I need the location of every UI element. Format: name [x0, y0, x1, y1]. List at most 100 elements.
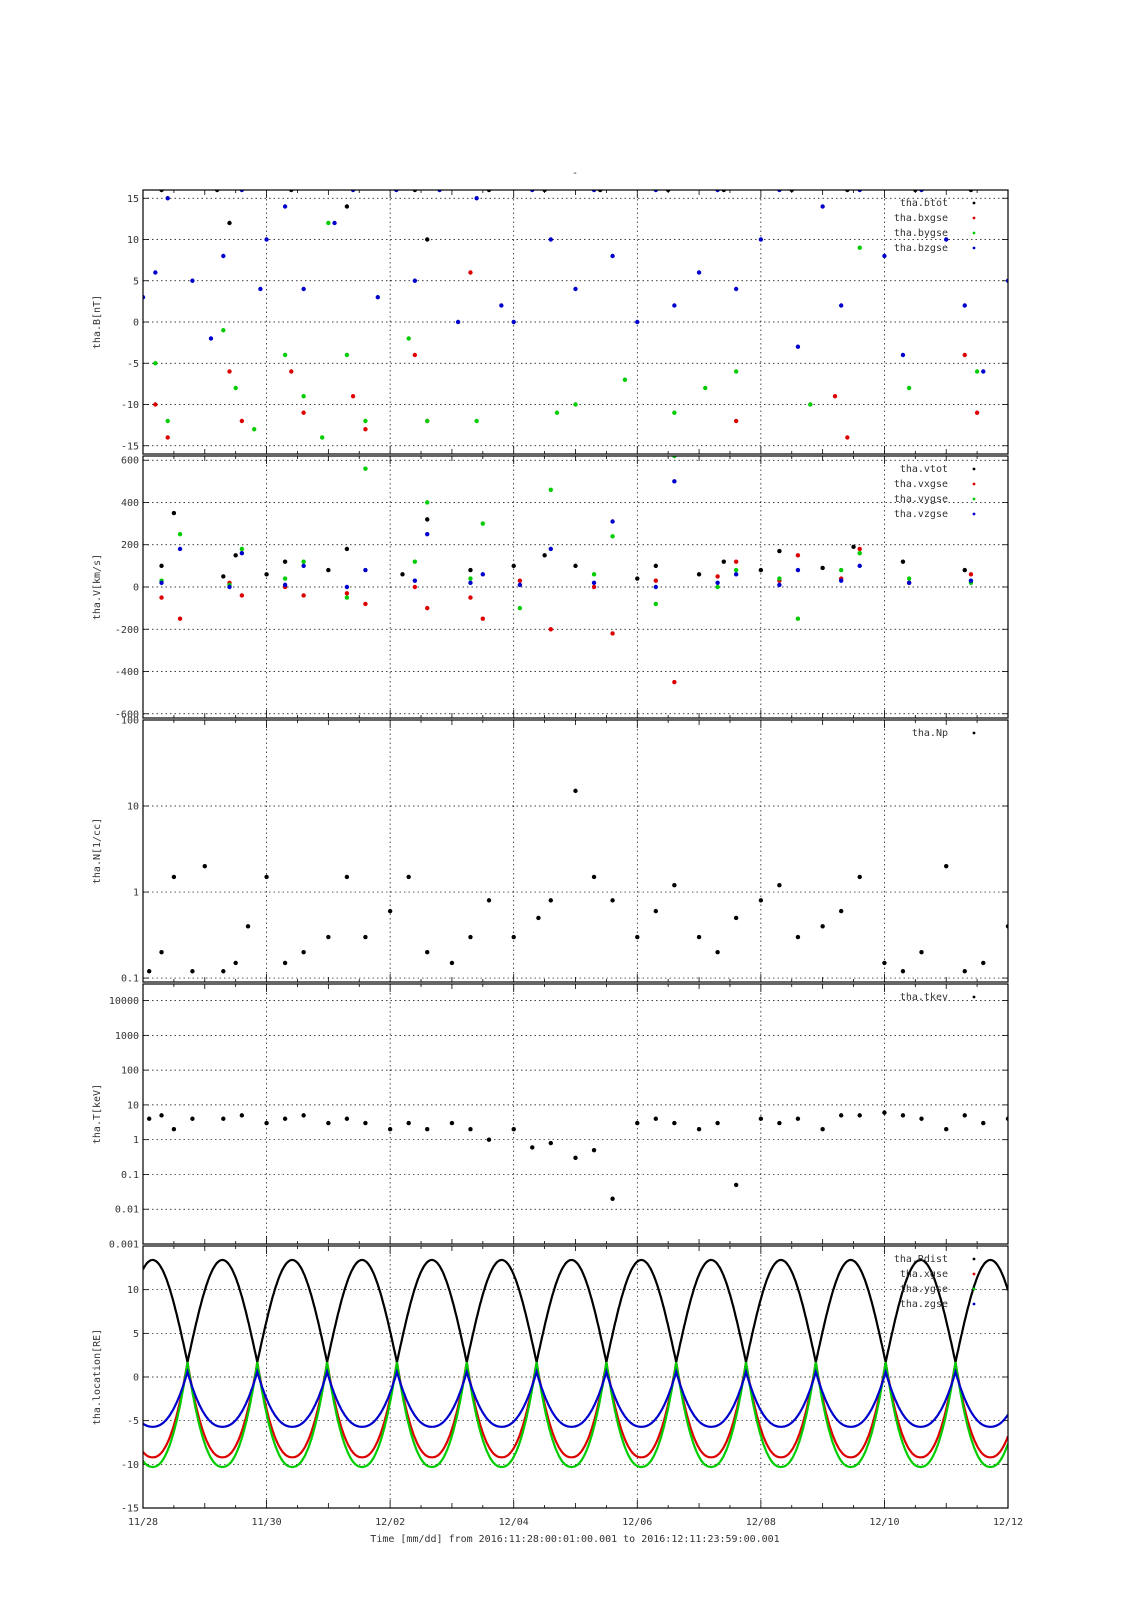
data-point	[412, 278, 418, 283]
data-point	[758, 1116, 764, 1121]
legend-label: tha.ygse	[900, 1284, 948, 1295]
data-point	[777, 883, 782, 888]
data-point	[733, 572, 739, 577]
series-line-tha-rdist	[143, 1258, 1008, 1363]
data-point	[672, 479, 677, 484]
data-point	[591, 580, 597, 585]
data-point	[202, 863, 207, 869]
data-point	[480, 616, 486, 621]
y-tick-label: -600	[115, 709, 139, 720]
data-point	[591, 584, 597, 590]
data-point	[530, 1145, 535, 1150]
data-point	[733, 286, 739, 292]
y-axis-label: tha.T[keV]	[92, 1084, 103, 1144]
x-tick-label: 12/12	[993, 1517, 1023, 1528]
data-point	[468, 934, 473, 940]
x-axis-tick-labels: 11/28 11/30 12/02 12/04 12/06 12/08 12/10 12/12	[128, 1517, 1023, 1528]
data-point	[344, 595, 350, 600]
data-point	[190, 969, 195, 974]
data-point	[733, 418, 739, 424]
data-point	[944, 1127, 949, 1132]
data-point	[573, 1155, 578, 1161]
data-point	[900, 1113, 906, 1118]
series-tha-vzgse	[159, 479, 974, 590]
data-point	[165, 196, 170, 201]
data-point	[301, 949, 306, 955]
series-tha-tkev	[146, 1110, 1008, 1201]
plot-area	[143, 1258, 1008, 1469]
data-point	[838, 908, 844, 914]
data-point	[344, 591, 350, 596]
panel-frame	[142, 1245, 1009, 1509]
data-point	[363, 934, 368, 940]
data-point	[425, 949, 430, 955]
data-point	[425, 517, 430, 522]
data-point	[165, 418, 170, 424]
y-tick-label: 5	[133, 1329, 139, 1340]
data-point	[221, 328, 226, 333]
legend-marker	[972, 1272, 976, 1276]
data-point	[282, 582, 288, 588]
data-point	[962, 1113, 967, 1118]
data-point	[672, 410, 677, 415]
data-point	[171, 1127, 177, 1132]
data-point	[733, 1182, 739, 1188]
data-point	[425, 531, 430, 537]
legend-marker	[972, 201, 976, 205]
data-point	[591, 1147, 597, 1153]
series-tha-np	[146, 788, 1008, 974]
y-tick-label: 10	[127, 1100, 139, 1111]
data-point	[468, 270, 473, 275]
data-point	[480, 572, 486, 577]
data-point	[838, 578, 844, 583]
data-point	[715, 949, 720, 955]
series-tha-vxgse	[159, 546, 974, 685]
data-point	[239, 593, 245, 598]
data-point	[363, 466, 368, 471]
series-line-tha-ygse	[143, 1362, 1008, 1469]
data-point	[350, 394, 356, 399]
data-point	[968, 578, 974, 583]
y-tick-label: -5	[127, 359, 139, 370]
data-point	[233, 385, 238, 391]
data-point	[906, 576, 912, 581]
series-tha-zgse	[143, 1367, 1008, 1428]
data-point	[245, 924, 251, 929]
y-tick-label: 200	[121, 540, 139, 551]
data-point	[221, 969, 226, 974]
y-tick-label: 1000	[115, 1031, 139, 1042]
data-point	[962, 303, 967, 308]
data-point	[468, 567, 473, 573]
data-point	[177, 546, 183, 552]
data-point	[838, 567, 844, 573]
data-point	[715, 584, 720, 590]
data-point	[344, 1116, 350, 1121]
legend-label: tha.btot	[900, 198, 948, 209]
data-point	[499, 303, 504, 308]
data-point	[221, 253, 226, 259]
data-point	[159, 1113, 164, 1118]
data-point	[400, 572, 405, 577]
data-point	[326, 1120, 331, 1126]
data-point	[554, 410, 560, 415]
data-point	[944, 237, 949, 242]
data-point	[511, 1127, 516, 1132]
data-point	[412, 559, 418, 564]
series-tha-bxgse	[153, 270, 980, 440]
series-tha-vtot	[159, 510, 967, 581]
data-point	[282, 960, 288, 966]
legend-marker	[972, 995, 976, 999]
data-point	[981, 1120, 986, 1126]
data-point	[795, 934, 801, 940]
legend-marker	[972, 1257, 976, 1261]
data-point	[591, 874, 597, 880]
data-point	[344, 546, 350, 552]
data-point	[820, 204, 825, 209]
data-point	[696, 270, 702, 275]
series-line-tha-xgse	[143, 1361, 1008, 1459]
data-point	[653, 908, 659, 914]
data-point	[795, 344, 801, 349]
data-point	[610, 631, 615, 636]
data-point	[153, 270, 158, 275]
